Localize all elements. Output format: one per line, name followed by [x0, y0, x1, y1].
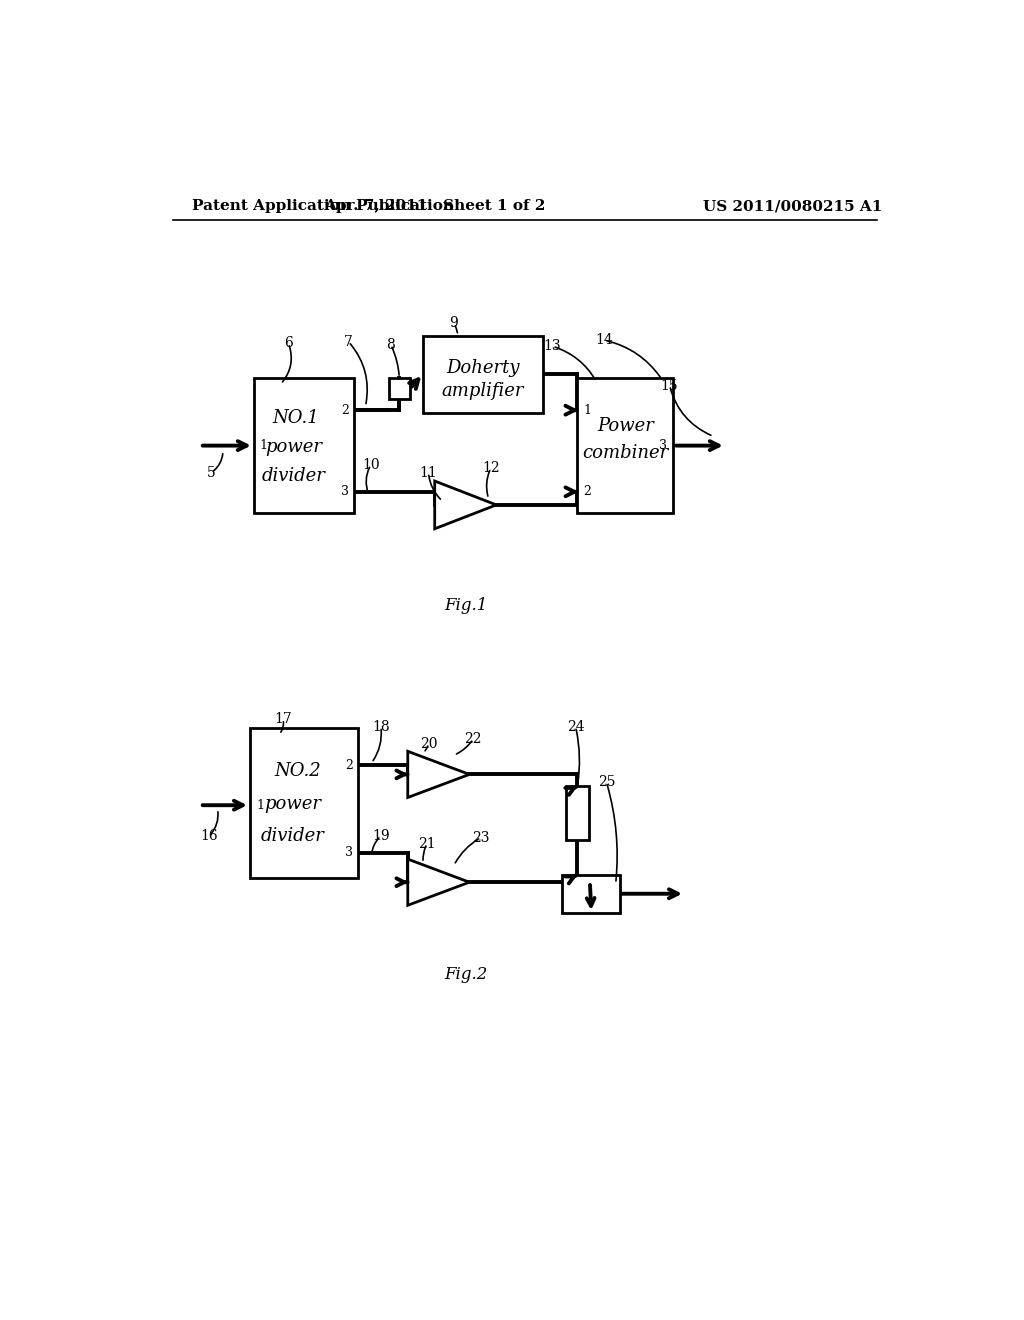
Text: 21: 21 [418, 837, 436, 850]
Text: amplifier: amplifier [441, 381, 524, 400]
Bar [423, 335, 543, 412]
Text: 6: 6 [284, 337, 293, 350]
Text: 3: 3 [659, 440, 668, 453]
Text: 15: 15 [660, 379, 678, 392]
Text: US 2011/0080215 A1: US 2011/0080215 A1 [703, 199, 883, 213]
Text: 2: 2 [345, 759, 353, 772]
Text: Patent Application Publication: Patent Application Publication [193, 199, 455, 213]
Text: 12: 12 [482, 461, 500, 475]
Text: Fig.1: Fig.1 [443, 597, 487, 614]
Text: 10: 10 [362, 458, 380, 471]
Text: Apr. 7, 2011   Sheet 1 of 2: Apr. 7, 2011 Sheet 1 of 2 [324, 199, 546, 213]
Polygon shape [435, 480, 497, 529]
Text: 8: 8 [386, 338, 395, 351]
Text: 17: 17 [274, 711, 292, 726]
Text: 2: 2 [584, 486, 591, 499]
Text: 1: 1 [584, 404, 591, 417]
Text: 3: 3 [341, 486, 349, 499]
Text: 2: 2 [341, 404, 349, 417]
Text: NO.2: NO.2 [274, 762, 321, 780]
Text: 19: 19 [372, 829, 389, 843]
Text: 1: 1 [256, 799, 264, 812]
Text: Power: Power [597, 417, 653, 434]
Text: 16: 16 [201, 829, 218, 843]
Polygon shape [408, 859, 469, 906]
Bar [562, 875, 620, 913]
Text: 24: 24 [567, 719, 585, 734]
Text: 20: 20 [420, 737, 437, 751]
Text: 9: 9 [450, 317, 459, 330]
Bar [388, 378, 410, 400]
Text: NO.1: NO.1 [272, 409, 319, 426]
Text: 11: 11 [420, 466, 437, 479]
Text: Fig.2: Fig.2 [443, 966, 487, 983]
Text: power: power [265, 438, 323, 457]
Text: 3: 3 [345, 846, 353, 859]
Text: 14: 14 [595, 333, 613, 347]
Text: 25: 25 [598, 775, 615, 789]
Bar [578, 378, 674, 512]
Text: 18: 18 [372, 719, 389, 734]
Text: 1: 1 [260, 440, 268, 453]
Text: 5: 5 [207, 466, 216, 479]
Text: 23: 23 [472, 830, 489, 845]
Text: divider: divider [261, 828, 325, 845]
Text: divider: divider [262, 467, 326, 486]
Bar [565, 785, 589, 840]
Text: power: power [264, 795, 322, 813]
Text: 13: 13 [544, 339, 561, 354]
Text: combiner: combiner [583, 445, 669, 462]
Text: Doherty: Doherty [446, 359, 519, 376]
Bar [250, 729, 357, 878]
Polygon shape [408, 751, 469, 797]
Bar [254, 378, 354, 512]
Text: 7: 7 [344, 335, 353, 348]
Text: 22: 22 [465, 733, 482, 746]
